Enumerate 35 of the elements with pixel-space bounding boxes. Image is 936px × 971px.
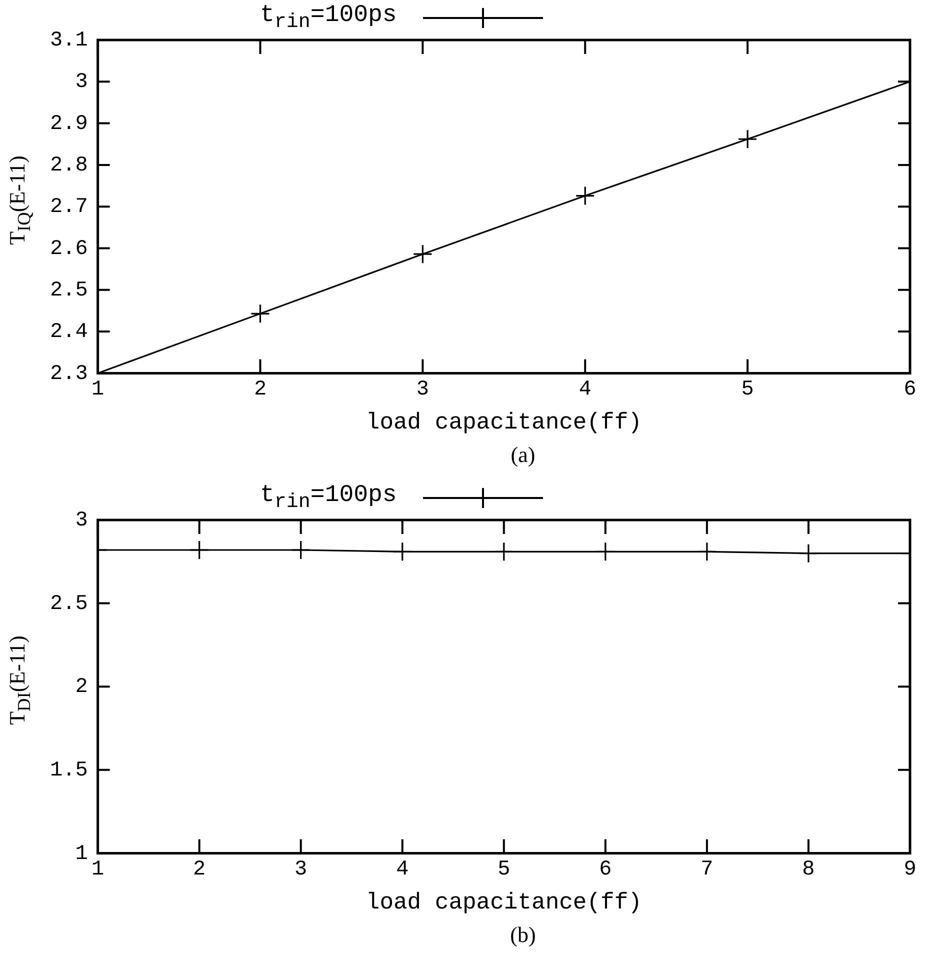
x-tick-label: 7 — [700, 858, 714, 882]
x-tick-label: 3 — [294, 858, 308, 882]
y-tick-label: 2 — [75, 676, 88, 700]
legend-label: t$_{rin}$=100ps — [260, 482, 397, 514]
x-tick-label: 6 — [904, 378, 916, 402]
text: (b) — [509, 922, 537, 948]
y-tick-label: 3 — [75, 71, 88, 94]
y-tick-label: 2.7 — [50, 196, 88, 220]
y-tick-label: 1 — [75, 842, 88, 866]
x-axis-title: load capacitance(ff) — [366, 889, 642, 916]
x-tick-label: 4 — [578, 378, 592, 402]
x-tick-label: 8 — [802, 858, 815, 882]
y-tick-label: 1.5 — [50, 759, 88, 782]
x-tick-label: 5 — [498, 858, 510, 882]
x-tick-label: 5 — [741, 378, 754, 402]
y-tick-label: 3 — [75, 510, 88, 533]
x-tick-label: 1 — [92, 858, 104, 882]
text: (a) — [510, 442, 536, 468]
x-tick-label: 4 — [396, 858, 409, 882]
y-tick-label: 2.6 — [50, 238, 88, 261]
y-tick-label: 2.8 — [50, 154, 88, 178]
x-tick-label: 2 — [193, 858, 206, 882]
x-tick-label: 2 — [254, 378, 267, 402]
y-tick-label: 2.5 — [50, 592, 88, 616]
legend-label: t$_{rin}$=100ps — [260, 2, 397, 34]
y-tick-label: 2.3 — [50, 362, 88, 386]
x-tick-label: 1 — [92, 378, 104, 402]
x-tick-label: 9 — [904, 858, 916, 882]
x-tick-label: 3 — [416, 378, 429, 402]
x-tick-label: 6 — [599, 858, 612, 882]
y-tick-label: 2.4 — [50, 321, 88, 344]
x-axis-title: load capacitance(ff) — [366, 409, 642, 436]
y-tick-label: 3.1 — [50, 30, 88, 53]
y-tick-label: 2.5 — [50, 279, 88, 302]
y-tick-label: 2.9 — [50, 112, 88, 136]
